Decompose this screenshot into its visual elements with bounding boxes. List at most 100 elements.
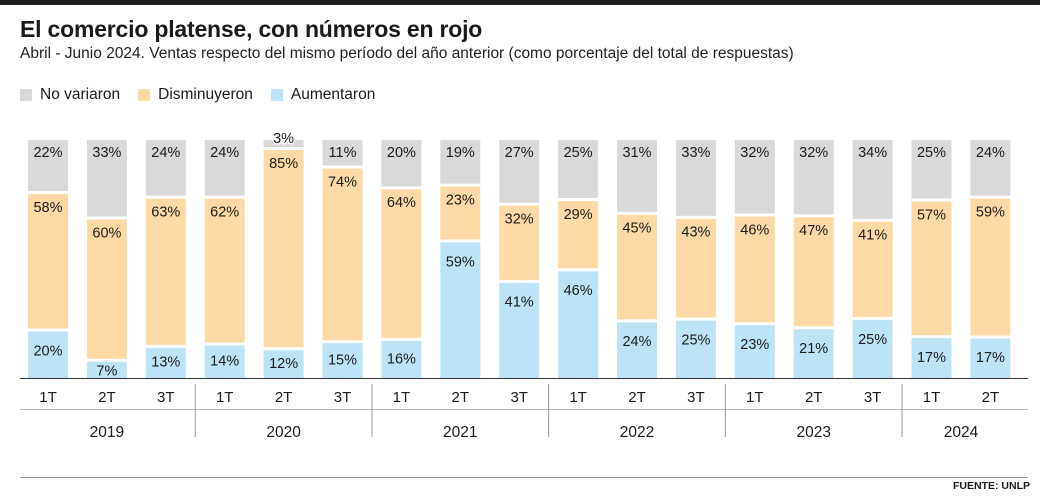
year-label: 2024 (944, 424, 979, 441)
data-label-no-variaron: 33% (92, 145, 121, 161)
bar-segment-disminuyeron (499, 205, 540, 280)
bar-segment-aumentaron (381, 340, 422, 378)
data-label-aumentaron: 14% (210, 354, 239, 370)
bar-segment-disminuyeron (440, 186, 481, 240)
data-label-aumentaron: 17% (917, 350, 946, 366)
bar-segment-no-variaron (911, 140, 952, 199)
bar-segment-aumentaron (793, 329, 834, 378)
source-note: FUENTE: UNLP (953, 480, 1030, 492)
data-label-no-variaron: 24% (210, 145, 239, 161)
bar-segment-disminuyeron (322, 168, 363, 341)
data-label-no-variaron: 33% (681, 145, 710, 161)
bar-segment-aumentaron (204, 345, 245, 378)
bar-segment-no-variaron (440, 140, 481, 184)
data-label-aumentaron: 21% (799, 341, 828, 357)
data-label-no-variaron: 22% (33, 145, 62, 161)
bar-segment-no-variaron (499, 140, 540, 203)
legend-label-disminuyeron: Disminuyeron (158, 86, 253, 103)
bar-segment-no-variaron (852, 140, 893, 219)
x-tick-label: 2T (982, 389, 1000, 406)
bar-segment-disminuyeron (381, 189, 422, 338)
data-label-disminuyeron: 32% (505, 211, 534, 227)
footer-rule (20, 477, 1028, 478)
bar-segment-aumentaron (970, 338, 1011, 378)
bar-segment-disminuyeron (263, 149, 304, 348)
bar-segment-no-variaron (322, 140, 363, 166)
legend-label-aumentaron: Aumentaron (290, 86, 376, 103)
x-tick-label: 2T (452, 389, 470, 406)
bar-segment-no-variaron (381, 140, 422, 187)
data-label-no-variaron: 24% (976, 145, 1005, 161)
legend-swatch-no-variaron (20, 89, 32, 101)
year-label: 2023 (796, 424, 830, 441)
year-label: 2019 (90, 424, 124, 441)
data-label-no-variaron: 25% (564, 145, 593, 161)
bar-segment-no-variaron (145, 140, 186, 196)
bar-segment-aumentaron (734, 325, 775, 378)
data-label-disminuyeron: 45% (622, 221, 651, 237)
x-tick-label: 3T (864, 389, 882, 406)
bar-segment-disminuyeron (675, 218, 716, 318)
data-label-aumentaron: 16% (387, 351, 416, 367)
x-tick-label: 2T (275, 389, 293, 406)
data-label-no-variaron: 34% (858, 145, 887, 161)
data-label-aumentaron: 23% (740, 337, 769, 353)
data-label-no-variaron: 20% (387, 145, 416, 161)
bar-segment-aumentaron (675, 320, 716, 378)
chart-subtitle: Abril - Junio 2024. Ventas respecto del … (20, 45, 794, 62)
bar-segment-disminuyeron (911, 201, 952, 336)
data-label-aumentaron: 17% (976, 350, 1005, 366)
data-label-no-variaron: 27% (505, 145, 534, 161)
top-rule (0, 0, 1040, 5)
data-label-no-variaron: 3% (273, 131, 294, 147)
bar-segment-no-variaron (734, 140, 775, 214)
bar-segment-disminuyeron (86, 219, 127, 359)
x-tick-label: 3T (687, 389, 705, 406)
bar-segment-aumentaron (28, 331, 68, 378)
bar-segment-disminuyeron (852, 221, 893, 317)
bar-segment-no-variaron (793, 140, 834, 215)
data-label-disminuyeron: 60% (92, 225, 121, 241)
x-tick-label: 1T (216, 389, 234, 406)
x-tick-label: 1T (39, 389, 57, 406)
legend: No variaron Disminuyeron Aumentaron (20, 86, 393, 104)
bar-segment-aumentaron (911, 338, 952, 378)
data-label-disminuyeron: 62% (210, 205, 239, 221)
x-tick-label: 1T (393, 389, 411, 406)
data-label-disminuyeron: 58% (33, 200, 62, 216)
bar-segment-aumentaron (852, 320, 893, 378)
data-label-aumentaron: 46% (564, 283, 593, 299)
legend-swatch-disminuyeron (138, 89, 151, 101)
x-tick-label: 2T (98, 389, 116, 406)
bar-segment-no-variaron (28, 140, 68, 192)
data-label-disminuyeron: 74% (328, 174, 357, 190)
stacked-bar-chart: 22% 58% 20% 1T 33% 60% 7% 2T 24% 63% 13% 3T 24% 62% 14… (20, 129, 1028, 441)
bar-segment-no-variaron (970, 140, 1011, 196)
bar-segment-disminuyeron (558, 201, 599, 269)
data-label-aumentaron: 12% (269, 356, 298, 372)
bar-segment-no-variaron (617, 140, 657, 212)
bar-segment-disminuyeron (734, 216, 775, 323)
bar-segment-no-variaron (558, 140, 599, 198)
bar-segment-no-variaron (263, 140, 304, 147)
bar-segment-disminuyeron (617, 214, 657, 320)
bar-segment-aumentaron (440, 242, 481, 378)
x-tick-label: 3T (157, 389, 175, 406)
bar-segment-aumentaron (86, 361, 127, 378)
legend-item-no-variaron: No variaron (20, 86, 120, 104)
year-label: 2022 (620, 424, 654, 441)
data-label-aumentaron: 41% (505, 295, 534, 311)
data-label-disminuyeron: 41% (858, 228, 887, 244)
data-label-no-variaron: 24% (151, 145, 180, 161)
data-label-no-variaron: 32% (799, 145, 828, 161)
x-tick-label: 2T (805, 389, 823, 406)
data-label-aumentaron: 25% (858, 332, 887, 348)
bar-segment-aumentaron (617, 322, 657, 378)
data-label-disminuyeron: 85% (269, 156, 298, 172)
chart-title: El comercio platense, con números en roj… (20, 16, 483, 42)
bar-segment-disminuyeron (145, 198, 186, 345)
x-tick-label: 1T (569, 389, 587, 406)
data-label-disminuyeron: 29% (564, 207, 593, 223)
data-label-disminuyeron: 59% (976, 205, 1005, 221)
data-label-disminuyeron: 23% (446, 192, 475, 208)
